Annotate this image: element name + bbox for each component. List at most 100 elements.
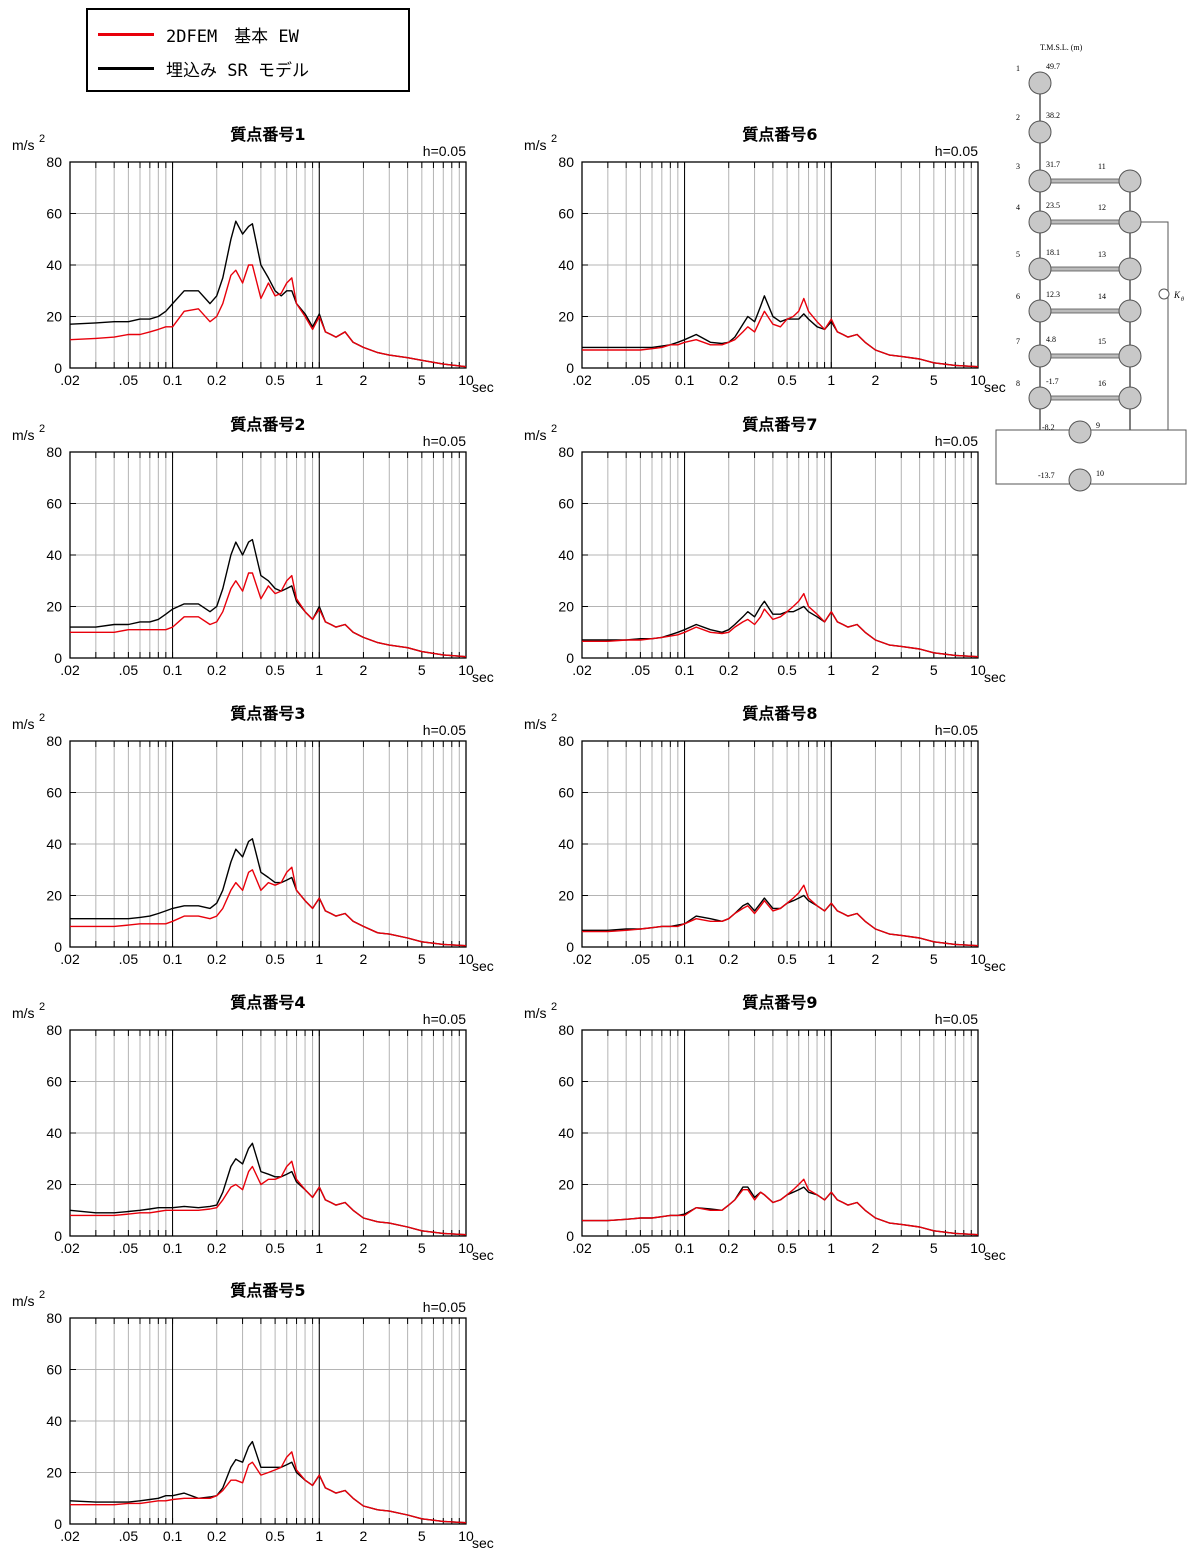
x-tick-label: 10 [970,1240,986,1256]
node-number-right: 11 [1098,162,1106,171]
x-tick-label: 0.1 [675,1240,695,1256]
x-tick-label: .05 [631,662,651,678]
x-tick-label: 0.2 [207,1240,227,1256]
series-line-sr-model [69,1142,467,1236]
x-tick-label: 1 [315,1528,323,1544]
chart-node-7: 0 20 40 60 80 .02 .05 0.1 0.2 0.5 1 2 5 10 sec m/s 2 質点番号… [512,408,1032,698]
model-svg: T.M.S.L. (m) K θ 1 49.7 2 38.2 3 31.7 4 23.5 5 18.1 6… [995,43,1187,492]
y-tick-label: 20 [46,888,62,904]
node-elevation: 23.5 [1046,201,1060,210]
x-tick-label: 0.2 [719,662,739,678]
x-tick-label: .02 [572,951,592,967]
x-tick-label: .02 [572,1240,592,1256]
x-tick-label: .02 [60,662,80,678]
node-number: 4 [1016,203,1020,212]
x-tick-label: .05 [631,951,651,967]
y-tick-label: 80 [558,733,574,749]
plot-frame [69,1317,467,1525]
node-elevation: 49.7 [1046,62,1060,71]
node-number: 1 [1016,64,1020,73]
chart-title: 質点番号7 [742,415,817,434]
node-elevation: 4.8 [1046,335,1056,344]
mass-node [1028,257,1052,281]
series-line-2dfem [70,1451,467,1524]
plot-frame [581,740,979,948]
x-tick-label: .05 [119,372,139,388]
x-axis-unit: sec [984,379,1006,395]
y-tick-label: 60 [558,496,574,512]
floor-link [1039,395,1131,401]
y-tick-label: 0 [54,939,62,955]
x-axis-unit: sec [984,1247,1006,1263]
x-tick-label: 0.5 [777,1240,797,1256]
y-tick-label: 80 [46,154,62,170]
plot-frame [69,1029,467,1237]
x-tick-label: .05 [631,372,651,388]
x-tick-label: 0.1 [163,1528,183,1544]
x-tick-label: .02 [572,662,592,678]
y-tick-label: 60 [46,785,62,801]
spring-label-sub: θ [1181,297,1184,303]
damping-label: h=0.05 [935,722,978,738]
series-line-sr-model [70,838,467,947]
x-tick-label: 10 [458,662,474,678]
y-tick-label: 80 [46,444,62,460]
node-number-right: 16 [1098,379,1106,388]
chart-title: 質点番号3 [230,704,305,723]
damping-label: h=0.05 [423,1011,466,1027]
x-tick-label: 2 [360,1240,368,1256]
y-axis-unit-sup: 2 [551,423,557,435]
mass-node [1028,299,1052,323]
x-tick-label: 5 [930,951,938,967]
y-tick-label: 0 [566,939,574,955]
y-axis-unit: m/s [524,1005,547,1021]
x-tick-label: .05 [119,951,139,967]
floor-link [1039,353,1131,359]
x-tick-label: 10 [970,951,986,967]
node-number-right: 14 [1098,292,1106,301]
x-tick-label: 0.2 [719,951,739,967]
x-tick-label: 10 [458,1528,474,1544]
legend-label-sr-model: 埋込み SR モデル [166,60,309,81]
y-tick-label: 60 [558,1074,574,1090]
y-axis-unit-sup: 2 [39,1001,45,1013]
node-number-right: 15 [1098,337,1106,346]
y-tick-label: 20 [558,599,574,615]
x-tick-label: .02 [60,1528,80,1544]
chart-node-1: 0 20 40 60 80 .02 .05 0.1 0.2 0.5 1 2 5 10 sec m/s 2 質点番号… [0,118,520,408]
x-tick-label: 10 [458,1240,474,1256]
legend-swatch-red [98,32,154,36]
x-tick-label: 0.5 [777,951,797,967]
y-tick-label: 20 [46,309,62,325]
series-line-sr-model [582,295,979,368]
y-tick-label: 40 [558,547,574,563]
x-axis-unit: sec [472,1247,494,1263]
y-axis-unit: m/s [12,427,35,443]
y-tick-label: 80 [46,1310,62,1326]
series-line-2dfem [582,884,979,947]
plot-frame [69,161,467,369]
rotational-spring-icon [1158,288,1170,300]
y-tick-label: 0 [54,1516,62,1532]
y-axis-unit: m/s [12,1293,35,1309]
y-tick-label: 20 [46,1465,62,1481]
y-tick-label: 60 [46,496,62,512]
x-tick-label: 2 [872,372,880,388]
mass-node [1028,344,1052,368]
x-tick-label: 10 [458,951,474,967]
chart-node-2: 0 20 40 60 80 .02 .05 0.1 0.2 0.5 1 2 5 10 sec m/s 2 質点番号… [0,408,520,698]
x-tick-label: 5 [418,951,426,967]
y-tick-label: 40 [46,836,62,852]
chart-title: 質点番号2 [230,415,305,434]
node-number: 8 [1016,379,1020,388]
y-tick-label: 20 [46,1177,62,1193]
x-tick-label: 0.1 [163,951,183,967]
x-tick-label: 0.5 [265,662,285,678]
spring-label: K [1173,290,1181,300]
plot-frame [581,1029,979,1237]
x-tick-label: 0.5 [265,1240,285,1256]
